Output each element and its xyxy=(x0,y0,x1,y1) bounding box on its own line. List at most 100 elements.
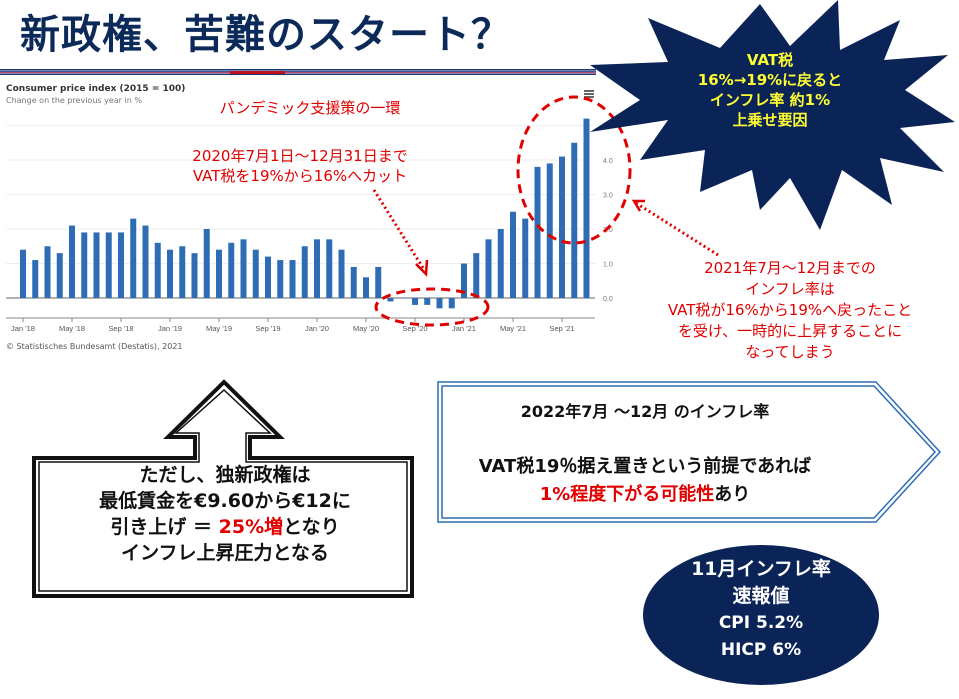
y-tick-label: 0.0 xyxy=(603,296,613,303)
surge-highlight-circle xyxy=(516,95,632,245)
arrowhead-surge xyxy=(631,199,645,212)
note-vat-cut: 2020年7月1日～12月31日まで VAT税を19%から16%へカット xyxy=(160,146,440,186)
note-restore-line1: 2021年7月～12月までの xyxy=(704,259,876,277)
x-tick-label: Sep '20 xyxy=(402,324,427,333)
note-vat-cut-line1: 2020年7月1日～12月31日まで xyxy=(192,147,408,165)
title-divider-accent xyxy=(230,71,285,74)
starburst-line4: 上乗せ要因 xyxy=(732,111,808,129)
bar xyxy=(301,246,308,298)
note-vat-cut-line2: VAT税を19%から16%へカット xyxy=(192,167,408,185)
bar xyxy=(436,298,443,309)
bar xyxy=(497,229,504,298)
chart-menu-icon[interactable] xyxy=(584,90,594,98)
chart-title: Consumer price index (2015 = 100) xyxy=(6,84,186,94)
dotted-arrow-to-dip xyxy=(372,189,425,269)
badge-line2: 速報値 xyxy=(732,585,790,607)
dotted-arrow-to-surge xyxy=(635,201,719,257)
x-tick-label: May '20 xyxy=(353,324,379,333)
bar xyxy=(559,156,565,298)
bar xyxy=(105,232,112,298)
bar xyxy=(167,249,173,298)
bar xyxy=(56,253,63,298)
bar xyxy=(448,298,455,309)
forecast-line3-post: あり xyxy=(714,484,751,505)
bar xyxy=(546,163,553,298)
bar xyxy=(81,232,88,298)
november-inflation-text: 11月インフレ率 速報値 CPI 5.2% HICP 6% xyxy=(643,556,879,664)
bar xyxy=(412,298,418,305)
bar xyxy=(252,249,259,298)
forecast-line2: VAT税19％据え置きという前提であれば xyxy=(478,456,812,477)
starburst-line1: VAT税 xyxy=(746,51,794,69)
forecast-heading: 2022年7月 ～12月 のインフレ率 xyxy=(520,402,770,421)
starburst-line3: インフレ率 約1% xyxy=(709,91,831,109)
up-arrow-text: ただし、独新政権は 最低賃金を€9.60から€12に 引き上げ ＝ 25%増とな… xyxy=(40,462,410,566)
bar xyxy=(399,298,406,299)
note-restore-line2: インフレ率は xyxy=(745,280,835,298)
forecast-line3: 1%程度下がる可能性あり xyxy=(440,480,850,506)
wage-line3: 引き上げ ＝ 25%増となり xyxy=(40,514,410,540)
pentagon-callout xyxy=(437,381,942,523)
title-divider xyxy=(0,69,596,75)
y-tick-label: 4.0 xyxy=(603,158,613,165)
bar xyxy=(154,242,161,298)
bar xyxy=(277,260,284,298)
note-restore-line3: VAT税が16%から19%へ戻ったこと xyxy=(667,301,913,319)
bar xyxy=(461,263,467,298)
bar xyxy=(522,218,529,298)
bar xyxy=(203,229,210,298)
x-tick-label: Sep '21 xyxy=(549,324,574,333)
bar xyxy=(424,298,431,305)
bar xyxy=(265,256,271,298)
bar xyxy=(510,211,516,298)
chart-source: © Statistisches Bundesamt (Destatis), 20… xyxy=(6,342,183,351)
up-arrow-callout xyxy=(32,379,414,598)
bar xyxy=(375,266,382,298)
forecast-highlight: 1%程度下がる可能性 xyxy=(539,484,715,505)
x-tick-label: May '19 xyxy=(206,324,232,333)
starburst-text: VAT税 16%→19%に戻ると インフレ率 約1% 上乗せ要因 xyxy=(680,50,860,130)
x-tick-label: Jan '18 xyxy=(11,324,35,333)
bar xyxy=(485,239,492,298)
bar xyxy=(534,166,541,298)
x-tick-label: Jan '21 xyxy=(452,324,476,333)
x-tick-label: Jan '19 xyxy=(158,324,182,333)
dip-highlight-circle xyxy=(374,287,490,327)
november-inflation-badge xyxy=(643,545,879,685)
wage-line2: 最低賃金を€9.60から€12に xyxy=(99,490,351,512)
wage-line1: ただし、独新政権は xyxy=(139,464,311,486)
bar xyxy=(20,249,26,298)
bar xyxy=(216,249,222,298)
bar xyxy=(228,242,235,298)
y-tick-label: 3.0 xyxy=(603,193,613,200)
bar xyxy=(571,142,578,298)
arrowhead-dip xyxy=(415,259,429,277)
note-restore-line5: なってしまう xyxy=(745,343,835,361)
note-restore-line4: を受け、一時的に上昇することに xyxy=(677,322,903,340)
starburst-line2: 16%→19%に戻ると xyxy=(697,71,843,89)
y-tick-label: 2.0 xyxy=(603,227,613,234)
bar xyxy=(387,298,394,302)
bar xyxy=(350,266,357,298)
note-pandemic: パンデミック支援策の一環 xyxy=(219,99,401,117)
wage-line4: インフレ上昇圧力となる xyxy=(121,542,329,564)
bar xyxy=(130,218,137,298)
bar xyxy=(289,260,296,298)
bar xyxy=(32,260,39,298)
x-tick-label: Sep '18 xyxy=(108,324,133,333)
bar xyxy=(473,253,480,298)
wage-line3-pre: 引き上げ ＝ xyxy=(110,516,219,538)
x-tick-label: Jan '20 xyxy=(305,324,329,333)
bar xyxy=(338,249,345,298)
slide-title: 新政権、苦難のスタート？ xyxy=(20,12,512,58)
chart-subtitle: Change on the previous year in % xyxy=(6,96,142,105)
bar xyxy=(44,246,51,298)
bar xyxy=(142,225,149,298)
bar xyxy=(69,225,75,298)
bar xyxy=(179,246,186,298)
bar xyxy=(191,253,198,298)
badge-cpi: CPI 5.2% xyxy=(718,613,804,633)
y-tick-label: 1.0 xyxy=(603,262,613,269)
